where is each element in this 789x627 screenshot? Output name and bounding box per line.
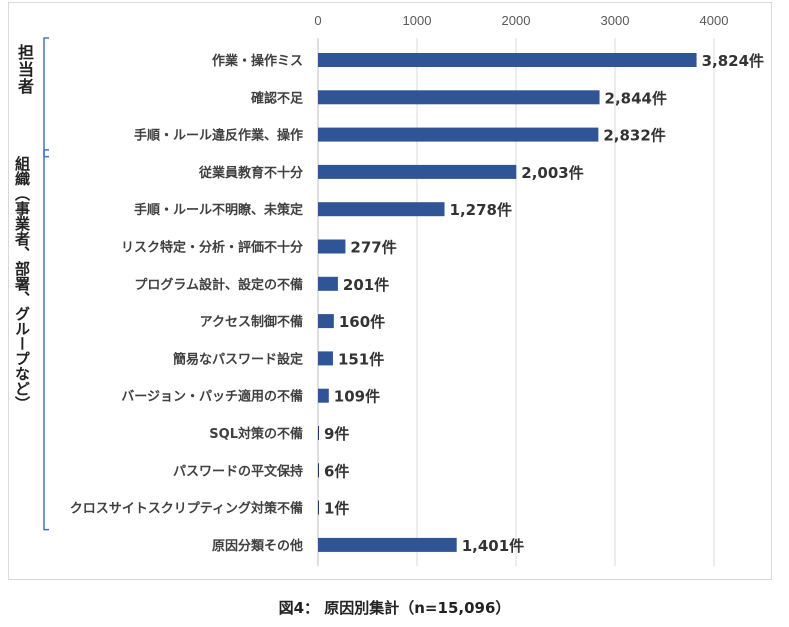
bar — [318, 276, 338, 291]
group-label: 組織（事業者、部署、グループなど） — [13, 155, 31, 411]
group-bracket — [43, 37, 49, 158]
chart-caption: 図4： 原因別集計（n=15,096） — [278, 599, 511, 617]
category-label: 確認不足 — [251, 90, 304, 106]
data-label: 2,003件 — [521, 164, 583, 182]
category-label: 作業・操作ミス — [212, 53, 303, 69]
chart-frame — [8, 2, 772, 580]
data-label: 9件 — [324, 425, 349, 443]
data-label: 109件 — [334, 388, 380, 406]
category-label: 手順・ルール違反作業、操作 — [134, 128, 303, 144]
bar — [318, 164, 517, 179]
bar — [318, 202, 445, 217]
data-label: 277件 — [350, 239, 396, 257]
category-label: バージョン・パッチ適用の不備 — [121, 389, 303, 405]
bar — [318, 463, 319, 478]
bar — [318, 388, 329, 403]
category-label: 原因分類その他 — [212, 538, 303, 554]
x-tick-label: 0 — [314, 13, 321, 28]
bar — [318, 53, 697, 67]
category-label: パスワードの平文保持 — [173, 463, 303, 479]
data-label: 151件 — [338, 350, 384, 368]
bar — [318, 90, 600, 105]
bar — [318, 351, 333, 366]
category-label: 従業員教育不十分 — [198, 165, 303, 181]
data-label: 2,832件 — [603, 127, 665, 145]
x-tick-label: 4000 — [700, 13, 729, 28]
data-label: 2,844件 — [605, 89, 667, 107]
data-label: 6件 — [324, 462, 349, 480]
bar — [318, 426, 319, 440]
group-label: 担当者 — [15, 44, 34, 95]
category-label: アクセス制御不備 — [200, 314, 303, 330]
data-label: 1,278件 — [450, 201, 512, 219]
x-tick-label: 1000 — [403, 13, 432, 28]
group-bracket — [43, 149, 49, 531]
category-label: 簡易なパスワード設定 — [172, 351, 303, 367]
data-label: 1,401件 — [462, 537, 524, 555]
category-label: リスク特定・分析・評価不十分 — [121, 240, 303, 256]
category-label: 手順・ルール不明瞭、未策定 — [134, 202, 303, 218]
category-label: プログラム設計、設定の不備 — [134, 277, 303, 293]
data-label: 3,824件 — [702, 52, 764, 70]
category-label: クロスサイトスクリプティング対策不備 — [70, 501, 303, 517]
bar — [318, 127, 599, 142]
bar — [318, 500, 319, 515]
bar — [318, 314, 334, 329]
category-label: SQL対策の不備 — [209, 426, 303, 442]
bar — [318, 537, 457, 552]
x-tick-label: 3000 — [601, 13, 630, 28]
data-label: 1件 — [324, 500, 349, 518]
bar — [318, 239, 346, 254]
data-label: 160件 — [339, 313, 385, 331]
x-tick-label: 2000 — [502, 13, 531, 28]
data-label: 201件 — [343, 276, 389, 294]
